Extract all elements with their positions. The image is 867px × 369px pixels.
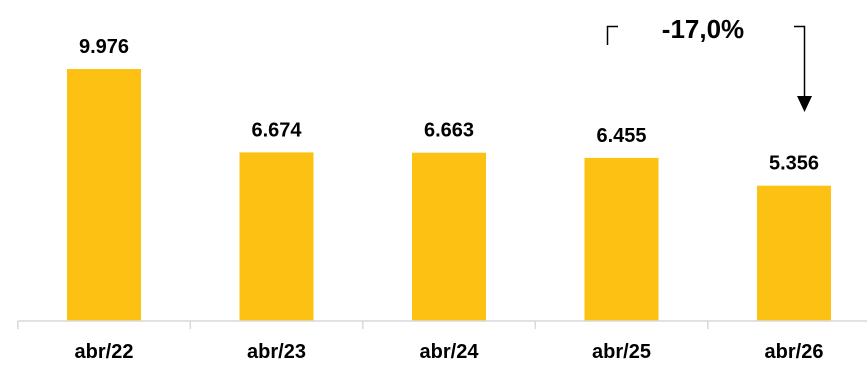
bars-layer (67, 69, 831, 321)
value-label: 5.356 (769, 153, 819, 175)
value-labels-layer: 9.976 6.674 6.663 6.455 5.356 (79, 36, 819, 175)
bar-abr-25 (584, 157, 659, 321)
category-label: abr/23 (247, 341, 306, 363)
category-label: abr/26 (765, 341, 824, 363)
bar-abr-23 (239, 152, 314, 321)
value-label: 9.976 (79, 36, 129, 58)
category-labels-layer: abr/22 abr/23 abr/24 abr/25 abr/26 (75, 341, 824, 363)
category-label: abr/24 (420, 341, 480, 363)
category-label: abr/22 (75, 341, 134, 363)
bar-abr-22 (67, 69, 141, 321)
annotation-arrowhead (797, 96, 812, 112)
annotation: -17,0% (606, 14, 812, 112)
value-label: 6.663 (424, 120, 474, 142)
bar-abr-26 (757, 185, 831, 321)
category-label: abr/25 (592, 341, 651, 363)
annotation-bracket-right (794, 25, 806, 98)
bar-abr-24 (412, 152, 486, 321)
annotation-text: -17,0% (662, 14, 744, 44)
value-label: 6.674 (251, 119, 302, 141)
x-axis (17, 320, 867, 329)
value-label: 6.455 (596, 125, 646, 147)
annotation-bracket-left (606, 25, 618, 45)
